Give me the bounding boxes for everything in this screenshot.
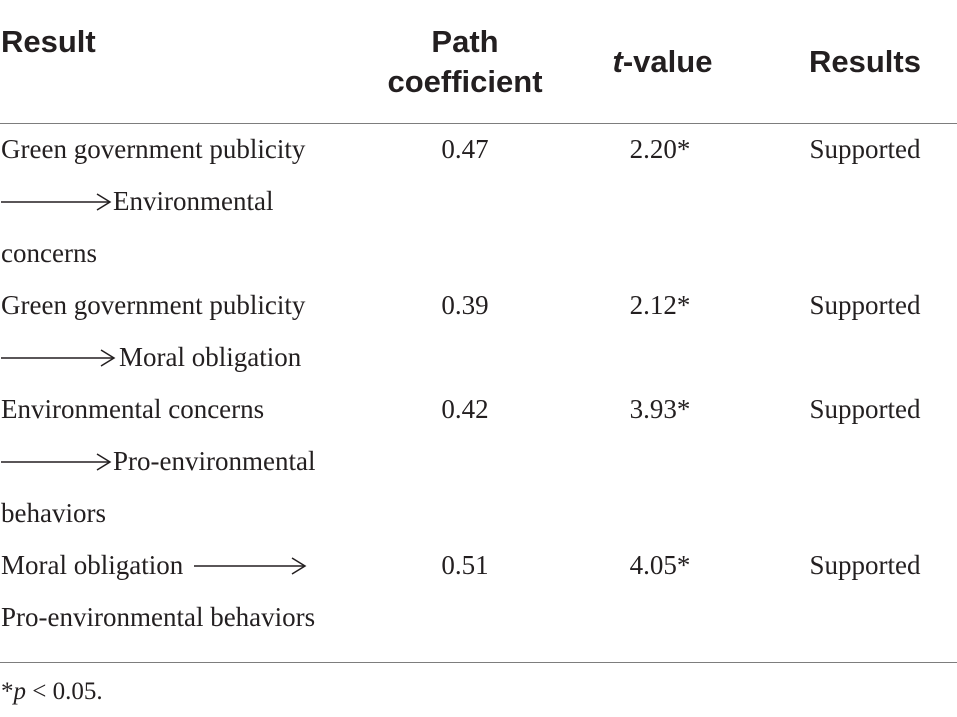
row-2-target: Moral obligation xyxy=(119,342,302,372)
row-1-result-line-2: Environmental xyxy=(1,175,273,227)
top-rule xyxy=(0,123,957,124)
row-4-t-value: 4.05* xyxy=(629,550,691,580)
header-results: Results xyxy=(809,44,921,79)
row-1-target: Environmental xyxy=(113,186,274,216)
right-arrow-icon xyxy=(1,348,116,368)
row-1-result-line-1: Green government publicity xyxy=(1,134,306,164)
header-t-italic: t xyxy=(612,44,623,79)
right-arrow-icon xyxy=(1,192,113,212)
row-2-result-line-2: Moral obligation xyxy=(1,331,301,383)
table-footnote: *p < 0.05. xyxy=(1,672,103,712)
row-2-result-line-1: Green government publicity xyxy=(1,290,306,320)
bottom-rule xyxy=(0,662,957,663)
right-arrow-icon xyxy=(1,452,113,472)
row-3-result-line-1: Environmental concerns xyxy=(1,394,265,424)
row-3-result-line-2: Pro-environmental xyxy=(1,435,315,487)
row-3-t-value: 3.93* xyxy=(629,394,691,424)
row-4-coefficient: 0.51 xyxy=(441,550,489,580)
row-3-target: Pro-environmental xyxy=(113,446,316,476)
row-4-result-line-1: Moral obligation xyxy=(1,539,307,591)
header-result: Result xyxy=(1,24,96,59)
header-t-rest: -value xyxy=(622,44,713,79)
header-path-line2: coefficient xyxy=(387,64,543,99)
header-path-coefficient: Path coefficient xyxy=(380,22,550,102)
header-path-line1: Path xyxy=(431,24,499,59)
row-1-result-status: Supported xyxy=(809,134,921,164)
row-3-result-line-3: behaviors xyxy=(1,498,106,528)
row-2-t-value: 2.12* xyxy=(629,290,691,320)
footnote-rest: < 0.05. xyxy=(26,678,103,705)
header-t-value: t-value xyxy=(605,42,720,82)
footnote-star: * xyxy=(1,678,14,705)
row-1-result-line-3: concerns xyxy=(1,238,97,268)
row-4-source: Moral obligation xyxy=(1,550,184,580)
row-3-result-status: Supported xyxy=(809,394,921,424)
row-2-coefficient: 0.39 xyxy=(441,290,489,320)
row-4-result-status: Supported xyxy=(809,550,921,580)
footnote-p: p xyxy=(13,678,27,705)
row-1-t-value: 2.20* xyxy=(629,134,691,164)
row-2-result-status: Supported xyxy=(809,290,921,320)
row-3-coefficient: 0.42 xyxy=(441,394,489,424)
right-arrow-icon xyxy=(193,556,307,576)
row-1-coefficient: 0.47 xyxy=(441,134,489,164)
row-4-result-line-2: Pro-environmental behaviors xyxy=(1,602,316,632)
